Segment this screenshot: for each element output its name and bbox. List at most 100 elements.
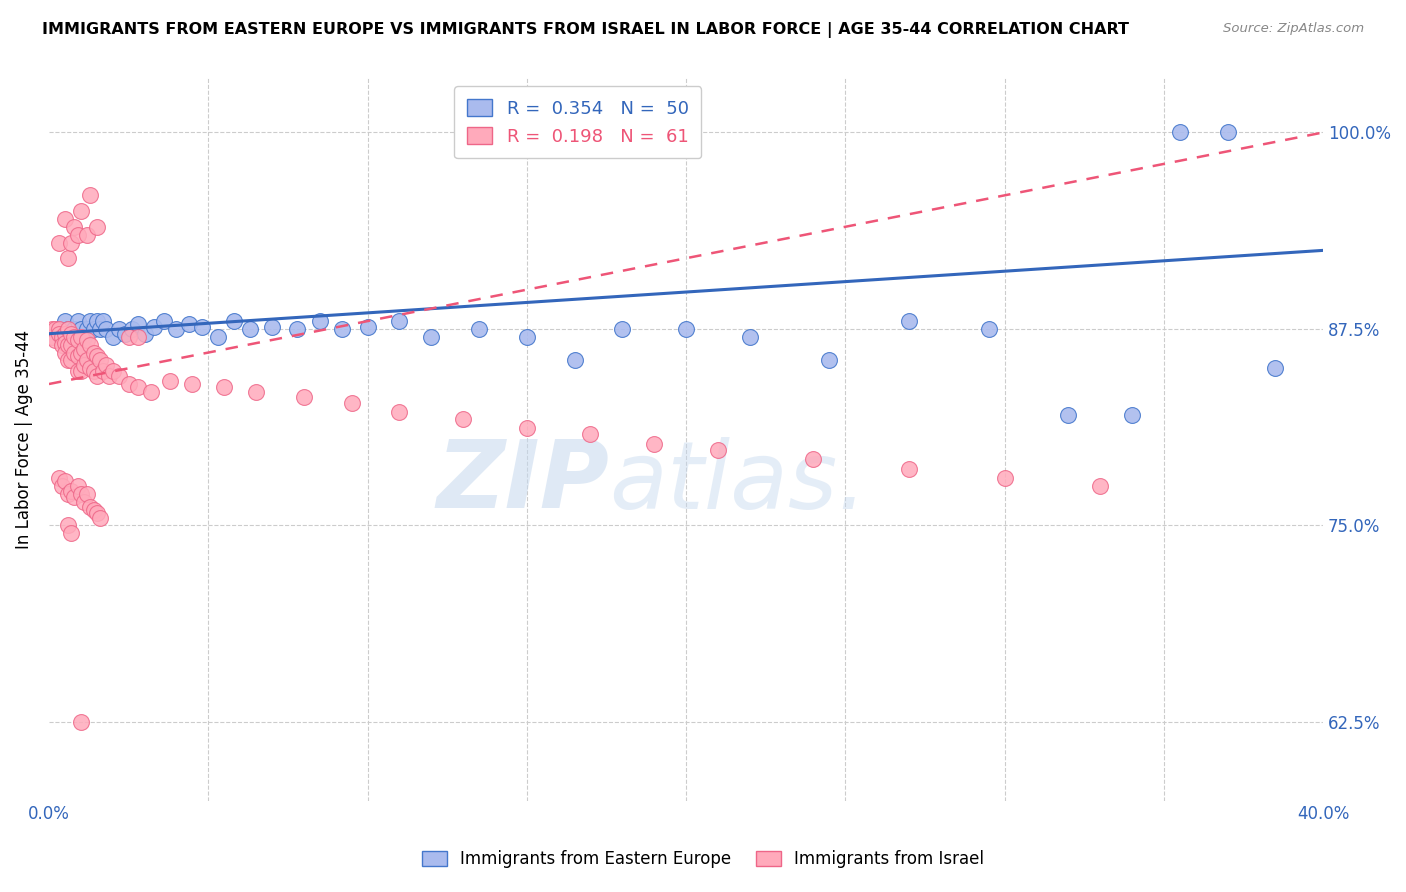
Point: [60, 235, 83, 250]
Point: [91, 364, 114, 378]
Point: [388, 405, 411, 419]
Point: [53, 475, 76, 489]
Point: [53, 211, 76, 226]
Point: [48, 471, 70, 485]
Point: [127, 380, 149, 394]
Point: [165, 322, 187, 336]
Point: [76, 322, 98, 336]
Point: [86, 219, 108, 234]
Point: [56, 487, 79, 501]
Point: [83, 502, 105, 516]
Point: [1216, 126, 1239, 140]
Point: [48, 326, 70, 341]
Point: [76, 333, 98, 347]
Point: [898, 314, 921, 328]
Point: [53, 345, 76, 359]
Point: [222, 314, 245, 328]
Point: [66, 349, 89, 363]
Point: [76, 353, 98, 368]
Point: [516, 421, 538, 435]
Point: [1168, 126, 1191, 140]
Point: [69, 322, 91, 336]
Point: [89, 510, 111, 524]
Point: [1057, 409, 1080, 423]
Point: [73, 358, 96, 372]
Point: [1121, 409, 1143, 423]
Point: [69, 345, 91, 359]
Point: [468, 322, 491, 336]
Point: [420, 330, 443, 344]
Point: [69, 714, 91, 729]
Point: [69, 204, 91, 219]
Point: [108, 322, 131, 336]
Point: [63, 345, 86, 359]
Point: [117, 330, 139, 344]
Text: IMMIGRANTS FROM EASTERN EUROPE VS IMMIGRANTS FROM ISRAEL IN LABOR FORCE | AGE 35: IMMIGRANTS FROM EASTERN EUROPE VS IMMIGR…: [42, 22, 1129, 38]
Point: [803, 452, 825, 467]
Text: ZIP: ZIP: [437, 436, 610, 528]
Point: [179, 318, 201, 332]
Point: [51, 479, 73, 493]
Y-axis label: In Labor Force | Age 35-44: In Labor Force | Age 35-44: [15, 329, 32, 549]
Point: [245, 384, 267, 399]
Point: [66, 479, 89, 493]
Point: [56, 252, 79, 266]
Point: [114, 326, 136, 341]
Point: [612, 322, 634, 336]
Point: [63, 322, 86, 336]
Point: [51, 330, 73, 344]
Point: [516, 330, 538, 344]
Point: [66, 314, 89, 328]
Point: [48, 322, 70, 336]
Point: [41, 330, 63, 344]
Point: [287, 322, 309, 336]
Point: [73, 330, 96, 344]
Point: [117, 376, 139, 391]
Point: [181, 376, 204, 391]
Point: [159, 374, 181, 388]
Point: [44, 322, 66, 336]
Point: [60, 330, 83, 344]
Point: [675, 322, 697, 336]
Point: [60, 326, 83, 341]
Point: [63, 219, 86, 234]
Point: [60, 353, 83, 368]
Point: [51, 337, 73, 351]
Point: [86, 506, 108, 520]
Point: [63, 490, 86, 504]
Point: [83, 345, 105, 359]
Text: Source: ZipAtlas.com: Source: ZipAtlas.com: [1223, 22, 1364, 36]
Point: [707, 443, 730, 458]
Point: [41, 322, 63, 336]
Point: [86, 349, 108, 363]
Point: [60, 337, 83, 351]
Point: [73, 495, 96, 509]
Point: [91, 314, 114, 328]
Point: [86, 314, 108, 328]
Point: [330, 322, 353, 336]
Point: [579, 427, 602, 442]
Point: [79, 188, 101, 202]
Point: [69, 364, 91, 378]
Point: [152, 314, 174, 328]
Point: [66, 333, 89, 347]
Point: [69, 487, 91, 501]
Point: [292, 390, 315, 404]
Point: [66, 227, 89, 242]
Point: [79, 314, 101, 328]
Point: [56, 353, 79, 368]
Point: [60, 483, 83, 498]
Point: [1088, 479, 1111, 493]
Point: [79, 361, 101, 376]
Point: [139, 384, 162, 399]
Point: [356, 320, 378, 334]
Point: [66, 364, 89, 378]
Point: [1264, 361, 1286, 376]
Legend: R =  0.354   N =  50, R =  0.198   N =  61: R = 0.354 N = 50, R = 0.198 N = 61: [454, 87, 702, 159]
Point: [98, 369, 121, 384]
Point: [83, 364, 105, 378]
Point: [101, 364, 124, 378]
Point: [143, 320, 166, 334]
Point: [207, 330, 229, 344]
Point: [76, 487, 98, 501]
